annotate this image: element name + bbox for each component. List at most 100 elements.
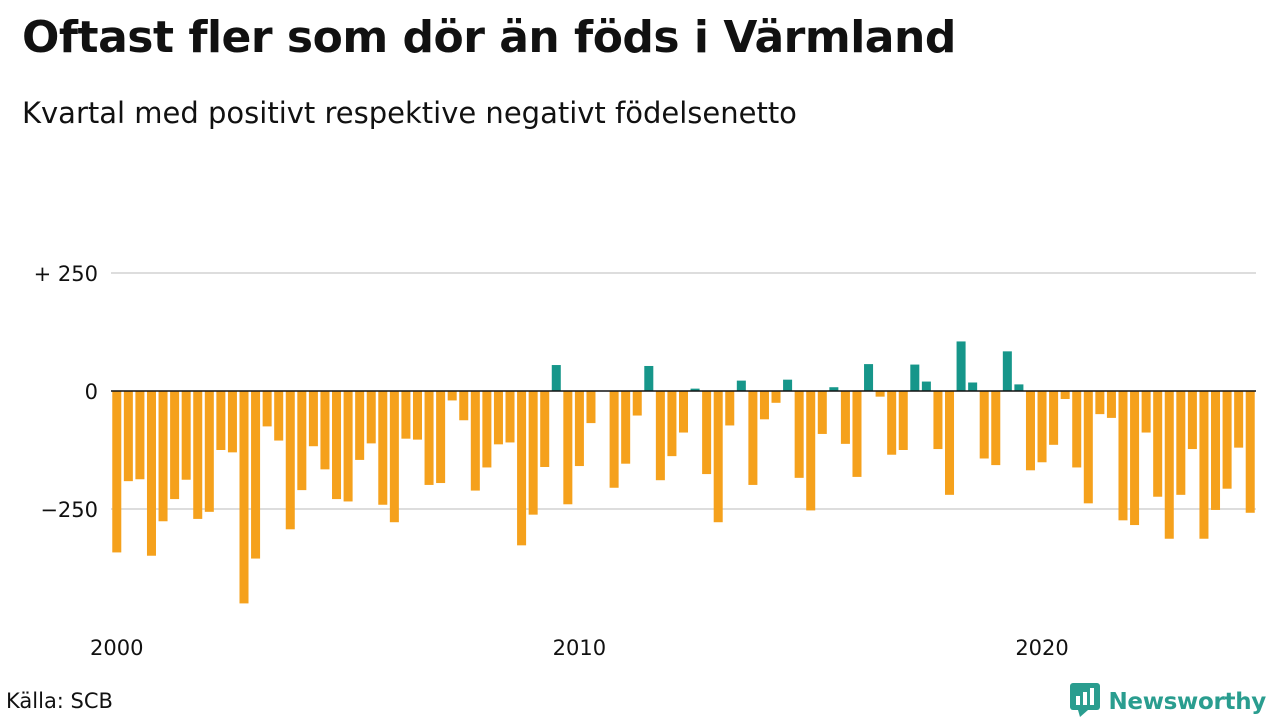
bar-negative [794,391,804,478]
bar-negative [320,391,330,470]
bar-positive [968,382,978,391]
bar-negative [123,391,133,482]
bar-negative [112,391,122,553]
bar-negative [355,391,365,460]
bar-negative [586,391,596,424]
bar-positive [783,379,793,391]
bar-negative [1037,391,1047,463]
bar-negative [621,391,631,464]
bar-negative [887,391,897,455]
bars [112,341,1255,604]
bar-negative [1049,391,1059,445]
bar-negative [540,391,550,467]
bar-negative [840,391,850,444]
bar-negative [1141,391,1151,433]
y-tick-label: + 250 [34,262,98,286]
bar-negative [1176,391,1186,495]
bar-negative [609,391,619,488]
bar-negative [655,391,665,481]
bar-negative [748,391,758,485]
y-tick-label: −250 [40,498,98,522]
bar-negative [563,391,573,505]
chart-subtitle: Kvartal med positivt respektive negativt… [22,96,797,130]
bar-negative [378,391,388,505]
bar-negative [574,391,584,467]
gridlines [111,272,1256,510]
source-note: Källa: SCB [6,689,113,713]
bar-positive [910,364,920,391]
x-axis-labels: 2000 2010 2020 [90,636,1069,660]
bar-negative [135,391,145,480]
brand-logo[interactable]: Newsworthy [1070,683,1266,721]
bar-negative [979,391,989,459]
bar-negative [1060,391,1070,400]
bar-negative [1222,391,1232,489]
newsworthy-logo-icon [1070,683,1101,721]
bar-negative [1187,391,1197,450]
x-tick-label: 2010 [553,636,606,660]
bar-negative [517,391,527,546]
bar-negative [436,391,446,484]
bar-negative [1164,391,1174,539]
bar-negative [1083,391,1093,504]
bar-negative [482,391,492,468]
bar-negative [274,391,284,441]
bar-negative [1106,391,1116,418]
bar-negative [1211,391,1221,510]
bar-negative [146,391,156,556]
bar-negative [204,391,214,512]
y-axis-labels: + 250 0 −250 [34,262,98,522]
bar-negative [366,391,376,444]
bar-positive [1002,351,1012,391]
bar-negative [308,391,318,447]
bar-negative [216,391,226,450]
bar-negative [459,391,469,421]
bar-negative [852,391,862,477]
bar-negative [1234,391,1244,448]
chart-title: Oftast fler som dör än föds i Värmland [22,12,956,63]
bar-negative [759,391,769,420]
bar-negative [875,391,885,397]
bar-positive [829,387,839,391]
bar-negative [493,391,503,445]
bar-negative [1072,391,1082,468]
bar-negative [991,391,1001,466]
bar-negative [1130,391,1140,526]
brand-name: Newsworthy [1108,689,1266,715]
bar-positive [1014,384,1024,391]
y-tick-label: 0 [85,380,98,404]
bar-negative [285,391,295,530]
bar-negative [401,391,411,439]
bar-negative [725,391,735,426]
bar-negative [817,391,827,434]
bar-negative [632,391,642,416]
bar-negative [389,391,399,523]
bar-negative [505,391,515,443]
bar-negative [771,391,781,403]
bar-negative [262,391,272,427]
bar-negative [678,391,689,433]
bar-negative [945,391,955,495]
bar-positive [690,388,700,391]
bar-positive [644,365,654,391]
bar-negative [702,391,712,475]
bar-negative [412,391,422,440]
bar-negative [227,391,237,453]
x-tick-label: 2020 [1015,636,1068,660]
bar-negative [470,391,480,491]
bar-negative [447,391,457,401]
bar-negative [193,391,203,519]
bar-positive [736,380,746,391]
bar-negative [1118,391,1128,521]
bar-negative [424,391,434,485]
bar-negative [1245,391,1255,513]
bar-positive [956,341,966,391]
bar-negative [239,391,249,604]
bar-negative [528,391,538,515]
bar-negative [297,391,307,491]
bar-positive [921,381,931,391]
bar-positive [551,365,561,391]
bar-negative [181,391,191,480]
bar-positive [864,364,874,391]
